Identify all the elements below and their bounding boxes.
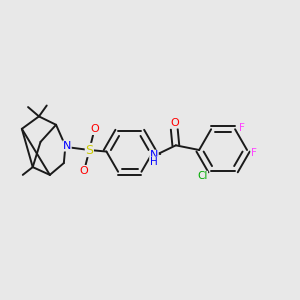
Text: Cl: Cl bbox=[197, 171, 208, 181]
Text: N: N bbox=[63, 141, 71, 151]
Text: F: F bbox=[239, 123, 245, 133]
Text: F: F bbox=[251, 148, 257, 158]
Text: O: O bbox=[80, 166, 88, 176]
Text: O: O bbox=[170, 118, 178, 128]
Text: N: N bbox=[150, 150, 158, 160]
Text: S: S bbox=[85, 143, 93, 157]
Text: H: H bbox=[150, 157, 158, 167]
Text: O: O bbox=[90, 124, 99, 134]
